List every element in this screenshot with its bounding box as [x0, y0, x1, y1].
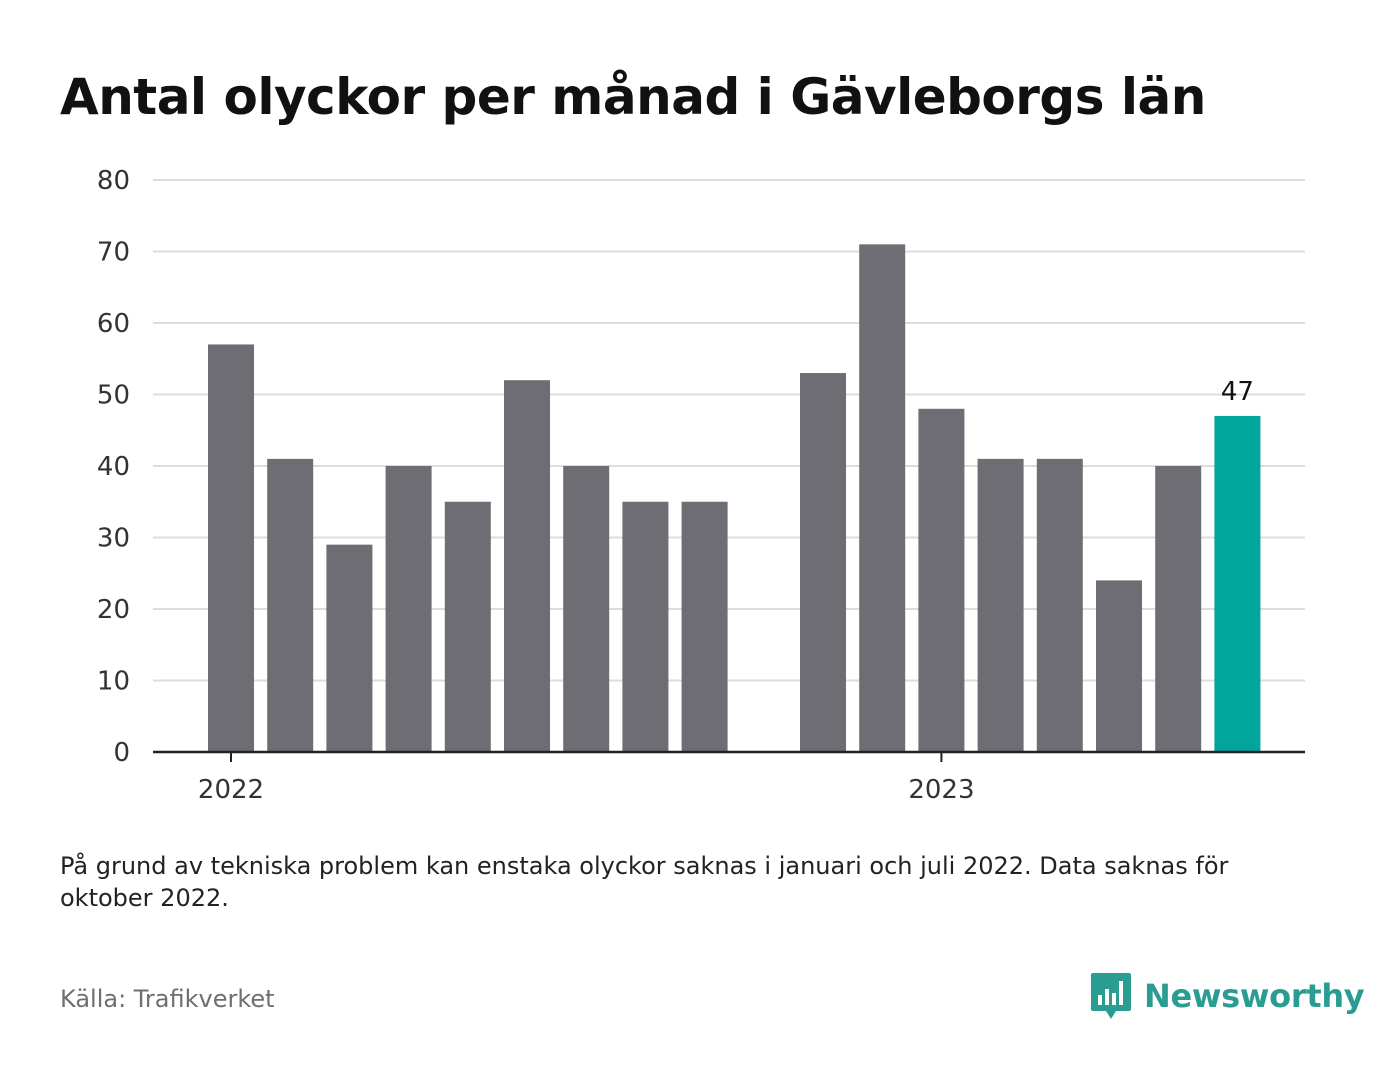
bar — [977, 458, 1024, 752]
bar — [267, 458, 314, 752]
bar — [859, 244, 906, 752]
bar — [444, 501, 491, 752]
chart-bubble-icon — [1091, 973, 1131, 1019]
data-label: 47 — [1221, 377, 1254, 407]
bar — [1214, 415, 1261, 752]
x-tick-label: 2023 — [908, 775, 974, 805]
bar — [208, 344, 254, 752]
source-label: Källa: Trafikverket — [60, 985, 275, 1013]
y-tick-label: 30 — [97, 524, 130, 554]
y-tick-label: 60 — [97, 309, 130, 339]
y-tick-label: 20 — [97, 595, 130, 625]
brand-logo[interactable]: Newsworthy — [1090, 970, 1365, 1022]
y-tick-label: 10 — [97, 667, 130, 697]
bar — [800, 373, 846, 752]
bar — [563, 466, 610, 752]
bar — [681, 501, 728, 752]
bar — [918, 408, 965, 752]
bar — [504, 380, 550, 752]
bar — [385, 466, 432, 752]
bar — [1096, 580, 1142, 752]
brand-name: Newsworthy — [1144, 977, 1365, 1015]
footnote: På grund av tekniska problem kan enstaka… — [60, 852, 1229, 912]
bar — [1155, 466, 1202, 752]
y-tick-label: 40 — [97, 452, 130, 482]
y-tick-label: 0 — [113, 738, 130, 768]
bar — [1036, 458, 1083, 752]
bar-chart: 0 10 20 30 40 50 60 70 80 47 2022 2023 — [97, 166, 1305, 805]
x-tick-label: 2022 — [198, 775, 264, 805]
bar — [622, 501, 669, 752]
chart-title: Antal olyckor per månad i Gävleborgs län — [60, 68, 1206, 126]
y-tick-label: 70 — [97, 238, 130, 268]
y-tick-label: 50 — [97, 381, 130, 411]
y-tick-label: 80 — [97, 166, 130, 196]
bar — [326, 544, 373, 752]
